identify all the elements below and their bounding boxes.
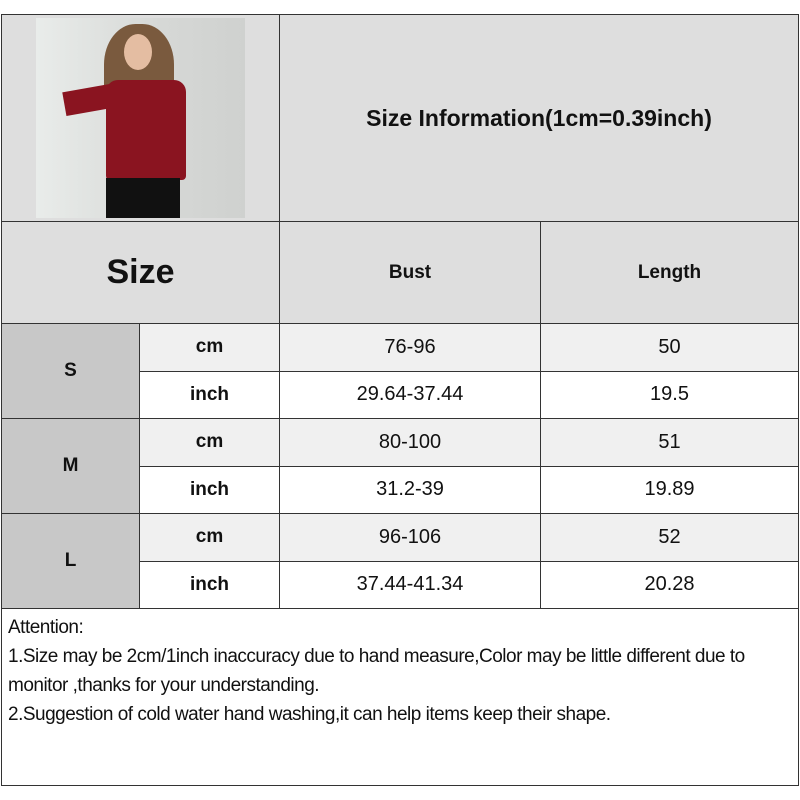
size-label: S — [1, 323, 140, 419]
unit-label: cm — [139, 513, 280, 562]
note-line-1: 1.Size may be 2cm/1inch inaccuracy due t… — [8, 646, 745, 696]
black-pants — [106, 178, 180, 218]
length-value: 50 — [540, 323, 799, 372]
length-value: 20.28 — [540, 560, 799, 609]
bust-value: 31.2-39 — [279, 465, 541, 514]
length-value: 51 — [540, 418, 799, 467]
unit-label: inch — [139, 560, 280, 609]
length-value: 52 — [540, 513, 799, 562]
bust-value: 96-106 — [279, 513, 541, 562]
size-info-title: Size Information(1cm=0.39inch) — [279, 14, 799, 222]
red-top-garment — [106, 80, 186, 180]
attention-heading: Attention: — [8, 617, 84, 638]
note-line-2: 2.Suggestion of cold water hand washing,… — [8, 704, 611, 725]
product-photo — [36, 18, 245, 218]
size-label: L — [1, 513, 140, 609]
size-header: Size — [1, 221, 280, 324]
length-value: 19.89 — [540, 465, 799, 514]
bust-header: Bust — [279, 221, 541, 324]
bust-value: 76-96 — [279, 323, 541, 372]
unit-label: cm — [139, 418, 280, 467]
unit-label: inch — [139, 370, 280, 419]
unit-label: cm — [139, 323, 280, 372]
attention-notes: Attention: 1.Size may be 2cm/1inch inacc… — [1, 608, 799, 786]
size-label: M — [1, 418, 140, 514]
bust-value: 80-100 — [279, 418, 541, 467]
length-header: Length — [540, 221, 799, 324]
model-face — [124, 34, 152, 70]
length-value: 19.5 — [540, 370, 799, 419]
bust-value: 37.44-41.34 — [279, 560, 541, 609]
bust-value: 29.64-37.44 — [279, 370, 541, 419]
unit-label: inch — [139, 465, 280, 514]
